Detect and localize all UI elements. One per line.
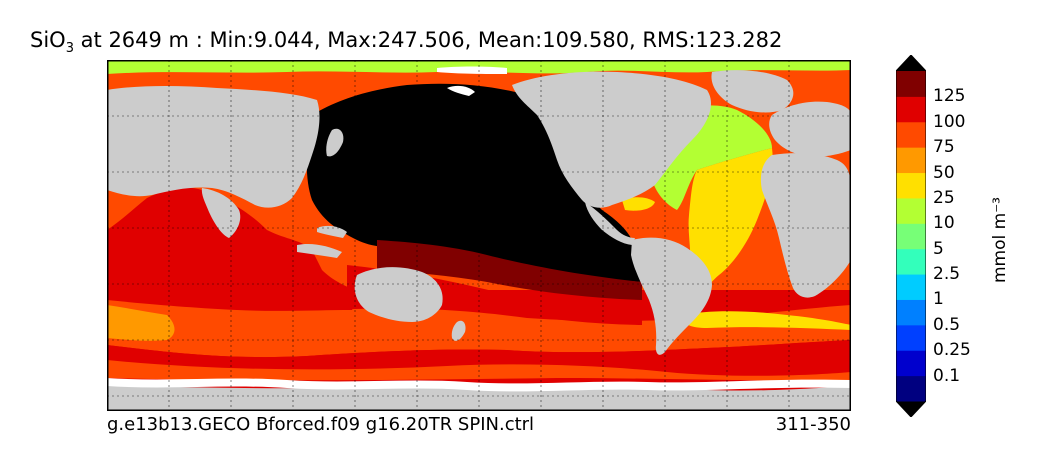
colorbar-swatch — [896, 350, 926, 377]
colorbar-units: mmol m⁻³ — [990, 197, 1010, 283]
colorbar-swatch — [896, 172, 926, 199]
graticule — [107, 60, 851, 411]
colorbar-tick-label: 0.5 — [933, 314, 961, 335]
indian-orange-patch — [107, 305, 175, 341]
title-stats: at 2649 m : Min:9.044, Max:247.506, Mean… — [73, 28, 783, 52]
case-name: g.e13b13.GECO Bforced.f09 g16.20TR SPIN.… — [107, 414, 535, 435]
colorbar-tick-label: 100 — [933, 111, 966, 132]
title-species: SiO — [30, 28, 66, 52]
colorbar-tick-label: 50 — [933, 162, 955, 183]
colorbar-units-wrap: mmol m⁻³ — [985, 180, 1015, 300]
year-range: 311-350 — [775, 414, 851, 435]
colorbar-swatch — [896, 96, 926, 123]
colorbar-tick-label: 0.25 — [933, 340, 971, 361]
colorbar-tick-label: 2.5 — [933, 264, 961, 285]
atlantic-yellow-south — [682, 311, 851, 330]
indian-ocean — [107, 187, 362, 311]
colorbar-tick-label: 1 — [933, 289, 944, 310]
colorbar-swatch — [896, 223, 926, 250]
gulf-yellow — [622, 197, 655, 211]
colorbar-swatch — [896, 197, 926, 224]
colorbar-tick-label: 75 — [933, 137, 955, 158]
colorbar-extend-high — [896, 55, 926, 71]
colorbar-swatch — [896, 71, 926, 97]
colorbar-swatch — [896, 274, 926, 300]
ocean-map — [107, 60, 851, 411]
colorbar-tick-label: 5 — [933, 238, 944, 259]
colorbar-extend-low — [896, 401, 926, 417]
title-species-subscript: 3 — [65, 41, 74, 57]
map-border — [107, 60, 851, 411]
colorbar-swatch — [896, 147, 926, 174]
pacific-dark-red-band — [377, 240, 642, 300]
map-title: SiO3 at 2649 m : Min:9.044, Max:247.506,… — [30, 28, 930, 56]
colorbar-swatch — [896, 299, 926, 326]
colorbar-swatch — [896, 375, 926, 402]
colorbar-swatch — [896, 121, 926, 148]
colorbar-tick-label: 125 — [933, 86, 966, 107]
colorbar-tick-label: 0.1 — [933, 365, 961, 386]
colorbar-swatch — [896, 324, 926, 351]
colorbar-tick-label: 25 — [933, 187, 955, 208]
colorbar-swatch — [896, 248, 926, 275]
colorbar — [896, 55, 926, 417]
colorbar-tick-label: 10 — [933, 213, 955, 234]
